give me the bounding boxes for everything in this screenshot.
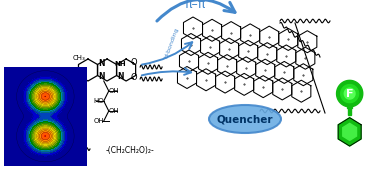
Text: O: O [130, 73, 137, 82]
Text: -(CH₂CH₂O)₂-: -(CH₂CH₂O)₂- [105, 147, 154, 155]
Text: OH: OH [93, 118, 104, 124]
Text: OH: OH [108, 88, 119, 94]
Text: π–π: π–π [184, 0, 206, 10]
Text: O: O [130, 58, 137, 67]
Text: CH₃: CH₃ [73, 73, 85, 78]
Ellipse shape [209, 105, 281, 133]
Polygon shape [343, 123, 356, 140]
FancyArrowPatch shape [157, 0, 235, 21]
Polygon shape [344, 88, 355, 99]
Text: NH: NH [115, 61, 126, 67]
Text: Quencher: Quencher [217, 114, 273, 124]
Text: N: N [98, 71, 104, 81]
Polygon shape [336, 80, 363, 107]
Text: F: F [346, 89, 353, 99]
FancyArrowPatch shape [142, 68, 191, 75]
Polygon shape [347, 107, 352, 108]
Text: CH₃: CH₃ [73, 55, 85, 61]
Text: H-bonding: H-bonding [164, 27, 180, 59]
Polygon shape [348, 108, 351, 115]
FancyArrowPatch shape [142, 42, 192, 65]
Polygon shape [338, 118, 361, 146]
Text: N: N [117, 71, 124, 81]
Text: N: N [98, 60, 104, 68]
Polygon shape [341, 85, 359, 103]
Text: HO: HO [93, 98, 104, 104]
Text: OH: OH [108, 108, 119, 114]
